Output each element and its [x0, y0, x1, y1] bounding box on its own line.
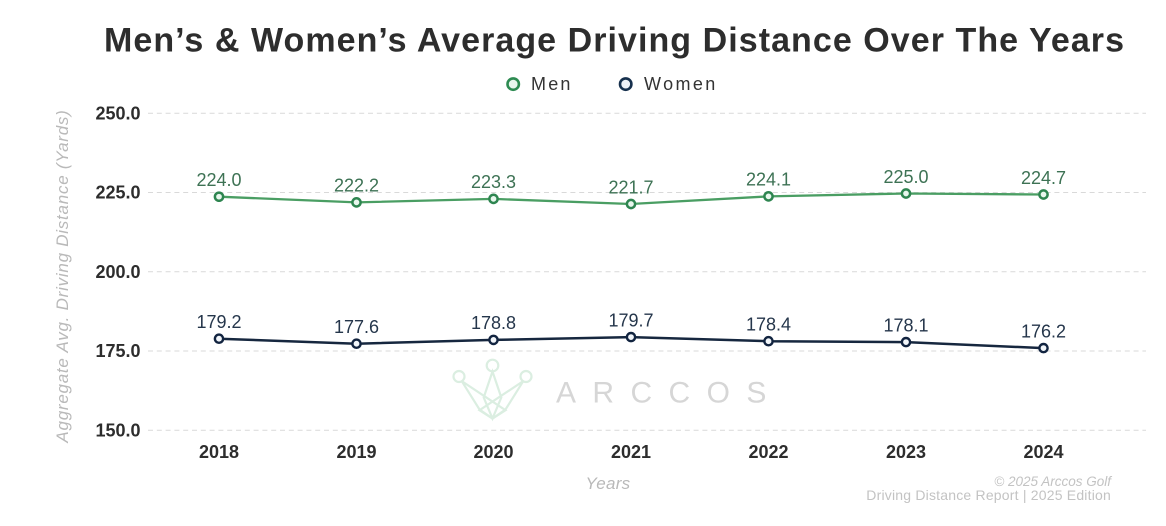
svg-text:224.1: 224.1 — [746, 170, 791, 190]
svg-text:Women: Women — [644, 74, 718, 94]
svg-text:© 2025 Arccos Golf: © 2025 Arccos Golf — [994, 474, 1112, 489]
svg-text:179.2: 179.2 — [196, 312, 241, 332]
svg-text:178.4: 178.4 — [746, 315, 791, 335]
svg-text:Driving Distance Report | 2025: Driving Distance Report | 2025 Edition — [866, 487, 1111, 503]
svg-text:178.8: 178.8 — [471, 313, 516, 333]
svg-text:222.2: 222.2 — [334, 176, 379, 196]
svg-text:2018: 2018 — [199, 442, 239, 462]
svg-text:Men’s & Women’s Average Drivin: Men’s & Women’s Average Driving Distance… — [104, 22, 1124, 60]
svg-text:175.0: 175.0 — [95, 341, 140, 361]
svg-text:177.6: 177.6 — [334, 317, 379, 337]
svg-text:Aggregate Avg. Driving Distanc: Aggregate Avg. Driving Distance (Yards) — [53, 109, 72, 443]
svg-text:221.7: 221.7 — [608, 177, 653, 197]
svg-text:2019: 2019 — [336, 442, 376, 462]
svg-text:Years: Years — [586, 474, 631, 493]
svg-text:223.3: 223.3 — [471, 172, 516, 192]
svg-text:225.0: 225.0 — [95, 183, 140, 203]
svg-text:2021: 2021 — [611, 442, 651, 462]
svg-text:224.7: 224.7 — [1021, 168, 1066, 188]
svg-text:2022: 2022 — [748, 442, 788, 462]
svg-text:200.0: 200.0 — [95, 262, 140, 282]
svg-text:150.0: 150.0 — [95, 420, 140, 440]
svg-text:2020: 2020 — [473, 442, 513, 462]
svg-text:2024: 2024 — [1023, 442, 1063, 462]
svg-text:225.0: 225.0 — [883, 167, 928, 187]
svg-text:2023: 2023 — [886, 442, 926, 462]
svg-text:Men: Men — [531, 74, 573, 94]
svg-text:250.0: 250.0 — [95, 103, 140, 123]
svg-text:179.7: 179.7 — [608, 310, 653, 330]
svg-text:178.1: 178.1 — [883, 315, 928, 335]
svg-text:ARCCOS: ARCCOS — [556, 377, 783, 410]
svg-text:176.2: 176.2 — [1021, 321, 1066, 341]
svg-text:224.0: 224.0 — [196, 170, 241, 190]
